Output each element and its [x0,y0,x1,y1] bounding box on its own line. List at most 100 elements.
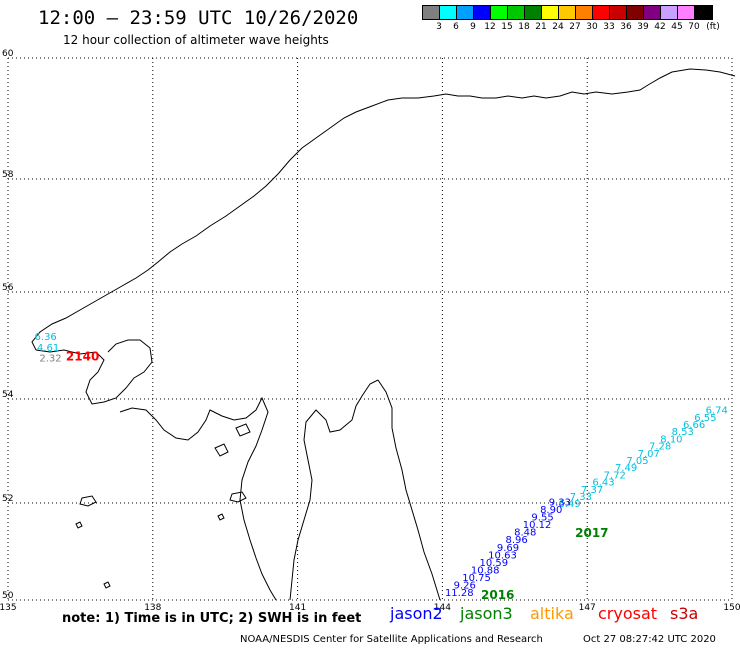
track-value: 6.74 [706,406,728,417]
altimeter-tracks: 6.746.556.668.538.107.287.077.057.497.72… [445,406,728,600]
track-value: 10.59 [480,558,509,569]
track-value: 8.96 [505,535,527,546]
lon-tick-label: 147 [579,603,596,613]
pass-time-label: 2016 [481,588,514,602]
scale-swatch [661,6,678,19]
scale-label: 42 [654,22,666,32]
scale-swatch [593,6,610,19]
scale-label: 12 [484,22,496,32]
lon-tick-label: 138 [144,603,161,613]
lat-tick-label: 60 [2,49,14,59]
coastal-value: 6.36 [35,332,57,343]
scale-label: 30 [586,22,598,32]
pass-annotations: 6.364.612.32 2140 2017 2016 [35,332,609,602]
scale-unit-label: (ft) [706,22,720,32]
track-value: 7.28 [649,442,671,453]
scale-swatch [610,6,627,19]
page-subtitle: 12 hour collection of altimeter wave hei… [63,33,329,47]
scale-label: 6 [453,22,459,32]
track-value: 9.33 [549,497,571,508]
scale-label: 24 [552,22,564,32]
track-value: 10.75 [462,573,491,584]
lat-tick-label: 50 [2,591,14,601]
footer-credit: NOAA/NESDIS Center for Satellite Applica… [240,634,543,645]
track-value: 6.43 [592,478,614,489]
pass-time-label: 2140 [66,349,99,363]
pass-time-label: 2017 [575,526,608,540]
axis-labels: 135 138 141 144 147 150 50 52 54 56 58 60 [0,49,740,613]
scale-swatch [491,6,508,19]
scale-swatch [423,6,440,19]
scale-label: 36 [620,22,632,32]
satellite-legend-item: cryosat [598,604,658,623]
wave-height-color-scale: 3 6 9 12 15 18 21 24 27 30 33 36 39 42 45 70 (ft) [422,5,720,32]
lon-tick-label: 150 [723,603,740,613]
satellite-legend-item: altika [530,604,574,623]
small-island-5 [75,521,83,529]
small-island-7 [217,513,225,521]
lat-tick-label: 54 [2,390,14,400]
scale-label: 33 [603,22,615,32]
scale-label: 45 [671,22,683,32]
scale-label: 3 [436,22,442,32]
scale-label: 15 [501,22,513,32]
coastal-value: 2.32 [39,354,61,365]
kamchatka-coast [31,68,736,351]
lon-tick-label: 144 [434,603,451,613]
footer-timestamp: Oct 27 08:27:42 UTC 2020 [583,634,716,645]
scale-swatch [542,6,559,19]
footer-note: note: 1) Time is in UTC; 2) SWH is in fe… [62,611,362,626]
small-island-4 [235,423,251,437]
scale-label: 70 [688,22,700,32]
color-scale-labels: 3 6 9 12 15 18 21 24 27 30 33 36 39 42 45 70 (ft) [422,20,720,32]
coastal-value: 4.61 [37,343,59,354]
small-island-6 [103,581,111,589]
track-value: 11.28 [445,588,474,599]
map-grid [7,57,733,601]
scale-swatch [576,6,593,19]
scale-swatch [678,6,695,19]
page-title: 12:00 – 23:59 UTC 10/26/2020 [38,7,359,29]
scale-label: 27 [569,22,581,32]
track-value: 6.55 [694,413,716,424]
scale-swatch [440,6,457,19]
track-value: 6.49 [558,499,580,510]
scale-swatch [644,6,661,19]
lat-tick-label: 52 [2,494,13,504]
track-value: 7.49 [615,463,637,474]
sakhalin-east [377,379,441,601]
lon-tick-label: 141 [289,603,306,613]
scale-label: 21 [535,22,547,32]
track-value: 6.66 [683,420,705,431]
lon-tick-label: 135 [0,603,17,613]
track-value: 8.90 [540,505,562,516]
scale-swatch [525,6,542,19]
scale-swatch [508,6,525,19]
small-island-2 [229,491,247,503]
track-value: 10.88 [471,565,500,576]
scale-label: 39 [637,22,649,32]
scale-label: 9 [470,22,476,32]
satellite-legend-item: s3a [670,604,699,623]
lat-tick-label: 56 [2,283,14,293]
track-value: 7.07 [638,449,660,460]
satellite-legend-item: jason3 [460,604,513,623]
track-value: 7.72 [604,470,626,481]
track-value: 8.53 [672,427,694,438]
track-value: 7.33 [570,492,592,503]
small-island-3 [214,443,229,457]
shantar-coast [35,339,153,405]
track-value: 9.26 [454,581,476,592]
scale-label: 18 [518,22,530,32]
amur-coast [119,396,277,601]
coastline [31,68,736,601]
track-value: 8.10 [660,434,682,445]
track-value: 7.37 [581,485,603,496]
satellite-legend-item: jason2 [390,604,443,623]
color-scale-swatches [422,5,713,20]
track-value: 9.69 [497,543,519,554]
scale-swatch [474,6,491,19]
scale-swatch [559,6,576,19]
track-value: 7.05 [626,456,648,467]
